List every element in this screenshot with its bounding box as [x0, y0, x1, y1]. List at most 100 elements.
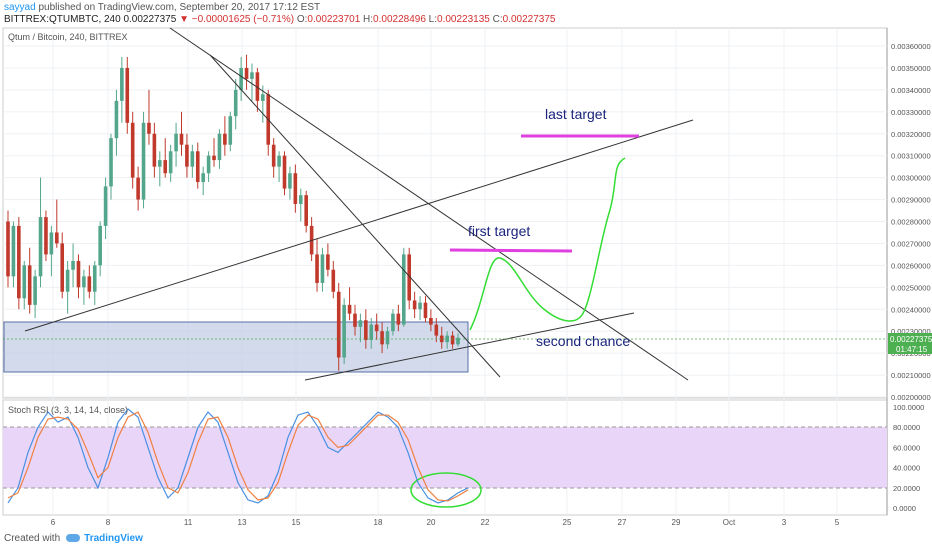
candle-body [353, 313, 357, 327]
candle-body [98, 225, 102, 266]
candle-body [49, 232, 54, 255]
publish-info: sayyad published on TradingView.com, Sep… [4, 2, 320, 13]
last-price-tag-text: 0.00227375 [890, 335, 932, 344]
candle-body [6, 221, 10, 277]
candle-body [179, 133, 184, 145]
candle-body [141, 122, 146, 200]
candle-body [147, 122, 151, 134]
first-target-line[interactable] [449, 248, 573, 253]
low-label: L: [428, 14, 438, 25]
candle-body [298, 195, 303, 204]
first-target-label: first target [468, 223, 530, 239]
candles [6, 54, 460, 371]
stoch-highlight-circle[interactable] [410, 472, 482, 508]
author-link[interactable]: sayyad [4, 2, 36, 13]
candle-body [347, 304, 352, 314]
candle-body [206, 155, 211, 174]
candle-body [342, 304, 346, 358]
price-tick-label: 0.00280000 [891, 218, 931, 227]
time-tick-label: 29 [672, 518, 681, 527]
main-chart-title: Qtum / Bitcoin, 240, BITTREX [8, 32, 128, 42]
open-label: O: [296, 14, 308, 25]
price-change: ▼ −0.00001625 (−0.71%) [179, 14, 295, 25]
candle-body [120, 67, 124, 101]
low-value: 0.00223135 [437, 14, 490, 25]
time-tick-label: 20 [427, 518, 436, 527]
tradingview-brand[interactable]: TradingView [84, 533, 143, 544]
candle-body [60, 243, 65, 292]
candle-body [130, 122, 135, 178]
stoch-tick-label: 60.0000 [893, 443, 920, 452]
descending-trendline-short[interactable] [209, 54, 501, 378]
candle-body [331, 269, 336, 292]
price-tick-label: 0.00230000 [891, 327, 931, 336]
candle-body [82, 276, 86, 288]
candle-body [109, 138, 113, 187]
price-tick-label: 0.00340000 [891, 86, 931, 95]
candle-body [223, 133, 227, 145]
candle-body [336, 291, 341, 358]
price-tick-label: 0.00250000 [891, 283, 931, 292]
candle-body [11, 225, 16, 277]
footer: Created with TradingView [4, 533, 143, 544]
time-tick-label: 13 [238, 518, 247, 527]
candle-body [418, 302, 422, 310]
candle-body [22, 265, 27, 299]
candle-body [326, 254, 330, 270]
price-tick-label: 0.00350000 [891, 64, 931, 73]
stoch-tick-label: 100.0000 [893, 403, 924, 412]
candle-body [190, 151, 195, 167]
publish-text: published on TradingView.com, September … [38, 2, 321, 13]
candle-body [396, 313, 401, 325]
candle-body [364, 320, 368, 340]
stoch-tick-label: 80.0000 [893, 423, 920, 432]
candle-body [76, 260, 81, 288]
candle-body [201, 173, 205, 183]
created-with-text: Created with [4, 533, 61, 544]
stoch-axis[interactable]: 100.0000 80.0000 60.0000 40.0000 20.0000 0.00… [893, 403, 924, 513]
candle-body [429, 318, 433, 325]
candle-body [158, 160, 162, 167]
tradingview-logo-icon [66, 534, 81, 543]
candle-body [168, 151, 173, 174]
candle-body [374, 324, 379, 332]
last-target-label: last target [545, 106, 607, 122]
candle-body [293, 173, 298, 204]
support-trendline[interactable] [304, 312, 635, 381]
time-tick-label: Oct [723, 518, 736, 527]
time-tick-label: 22 [481, 518, 490, 527]
price-tick-label: 0.00310000 [891, 152, 931, 161]
candle-body [315, 254, 319, 283]
price-tick-label: 0.00260000 [891, 261, 931, 270]
candle-body [92, 265, 97, 292]
price-tick-label: 0.00320000 [891, 130, 931, 139]
candle-body [38, 217, 43, 277]
upper-trendline[interactable] [24, 119, 694, 332]
last-price: 0.00227375 [123, 14, 177, 25]
candle-body [407, 254, 412, 301]
countdown-text: 01:47:15 [896, 345, 928, 354]
candle-body [255, 72, 260, 101]
candle-body [44, 217, 48, 255]
price-tick-label: 0.00360000 [891, 42, 931, 51]
price-tick-label: 0.00240000 [891, 305, 931, 314]
descending-trendline-long[interactable] [169, 27, 689, 381]
time-tick-label: 5 [835, 518, 840, 527]
candle-body [385, 331, 390, 345]
stoch-k-line [7, 408, 469, 504]
price-tick-label: 0.00270000 [891, 239, 931, 248]
stoch-title: Stoch RSI (3, 3, 14, 14, close) [8, 405, 129, 415]
projection-path[interactable] [469, 157, 626, 331]
time-axis[interactable]: 6 8 11 13 15 18 20 22 25 27 29 Oct 3 5 [51, 518, 840, 527]
time-tick-label: 3 [782, 518, 787, 527]
support-zone[interactable] [3, 321, 469, 373]
time-tick-label: 11 [184, 518, 193, 527]
candle-body [239, 67, 243, 90]
candle-body [412, 300, 417, 310]
candle-body [282, 155, 287, 189]
price-tick-label: 0.00300000 [891, 174, 931, 183]
countdown-tag [888, 344, 932, 354]
stoch-tick-label: 0.0000 [893, 504, 916, 513]
candle-body [380, 331, 384, 345]
